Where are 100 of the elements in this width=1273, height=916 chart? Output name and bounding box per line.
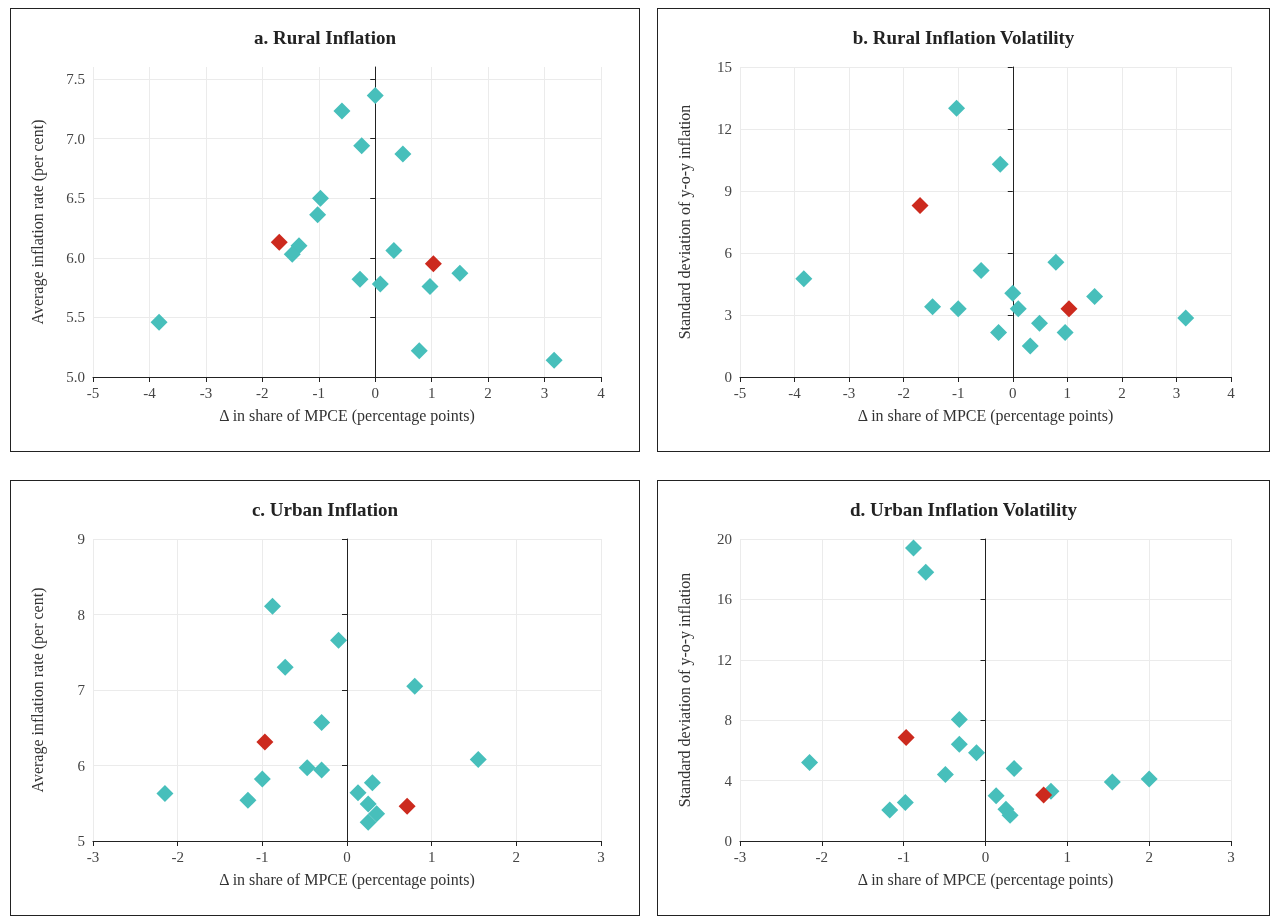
y-tick-label: 8 [77,606,85,623]
x-tick-label: -3 [86,848,100,865]
point [330,631,348,649]
chart-title: b. Rural Inflation Volatility [852,27,1075,48]
point [987,787,1005,805]
point [276,658,294,676]
point [351,270,369,288]
point [283,245,301,263]
y-tick-label: 12 [717,651,732,668]
y-tick-label: 7 [77,682,86,698]
point [451,264,469,282]
point [394,145,412,163]
x-tick-label: 2 [512,848,521,865]
y-tick-label: 5.0 [66,369,85,385]
point [256,733,274,751]
point [1021,337,1039,355]
x-tick-label: 1 [427,384,436,401]
x-tick-label: -2 [256,384,269,401]
y-tick-label: 8 [724,712,732,729]
point [950,735,968,753]
x-tick-label: 0 [981,848,990,865]
y-tick-label: 4 [724,772,733,789]
point [1004,284,1022,302]
y-tick-label: 0 [724,833,732,849]
point [990,324,1008,342]
x-tick-label: -4 [788,384,802,401]
point [313,761,331,779]
x-axis-title: Δ in share of MPCE (percentage points) [219,870,475,889]
point [1035,786,1053,804]
point [545,351,563,369]
point [1005,760,1023,778]
y-axis-title: Average inflation rate (per cent) [28,119,47,325]
x-tick-label: 3 [1172,384,1181,401]
y-tick-label: 6 [724,245,733,261]
x-tick-label: -2 [897,384,910,401]
x-tick-label: 3 [597,848,605,865]
x-axis-title: Δ in share of MPCE (percentage points) [857,406,1114,425]
y-axis-title: Standard deviation of y-o-y inflation [675,572,694,808]
point [795,270,813,288]
point [298,759,316,777]
point [1140,770,1158,788]
point [424,255,442,273]
x-tick-label: 0 [371,384,379,401]
y-tick-label: 12 [717,121,732,137]
x-tick-label: 2 [1118,384,1126,401]
x-tick-label: 3 [1227,848,1235,865]
point [359,813,377,831]
y-tick-label: 6.5 [66,190,85,207]
point [385,242,403,260]
x-tick-label: 0 [1009,384,1017,401]
x-tick-label: 1 [1063,384,1072,401]
point [1009,300,1027,318]
point [156,784,174,802]
x-tick-label: 4 [597,384,606,401]
x-tick-label: 4 [1227,384,1236,401]
y-tick-label: 16 [717,591,733,608]
point [398,797,416,815]
point [972,262,990,280]
point [917,563,935,581]
y-axis-title: Average inflation rate (per cent) [28,587,47,793]
point [406,677,424,695]
point [1060,300,1078,318]
y-tick-label: 20 [717,531,732,547]
point [368,805,386,823]
point [313,713,331,731]
y-axis-title: Standard deviation of y-o-y inflation [675,104,694,340]
point [253,770,271,788]
y-tick-label: 9 [724,183,732,199]
x-tick-label: 1 [1063,848,1072,865]
chart-title: d. Urban Inflation Volatility [850,499,1078,520]
point [363,774,381,792]
x-tick-label: -5 [86,384,100,401]
y-tick-label: 0 [724,369,732,385]
point [469,750,487,768]
x-tick-label: -3 [733,848,747,865]
x-tick-label: 1 [427,848,436,865]
point [936,766,954,784]
point [270,233,288,251]
y-tick-label: 3 [724,307,732,323]
point [333,102,351,120]
x-tick-label: -4 [143,384,157,401]
chart-title: c. Urban Inflation [251,499,399,520]
x-tick-label: -2 [171,848,184,865]
point [1031,314,1049,332]
y-tick-label: 7.0 [66,130,85,147]
point [896,793,914,811]
y-tick-label: 9 [77,531,85,547]
point [309,206,327,224]
x-tick-label: 3 [540,384,549,401]
x-tick-label: 2 [484,384,492,401]
point [968,744,985,762]
x-tick-label: -5 [733,384,747,401]
point [349,784,367,802]
point [421,277,439,295]
point [1177,309,1195,327]
y-tick-label: 6 [77,757,86,774]
point [1056,324,1074,342]
point [1103,773,1121,791]
point [881,801,899,819]
point [366,87,384,105]
